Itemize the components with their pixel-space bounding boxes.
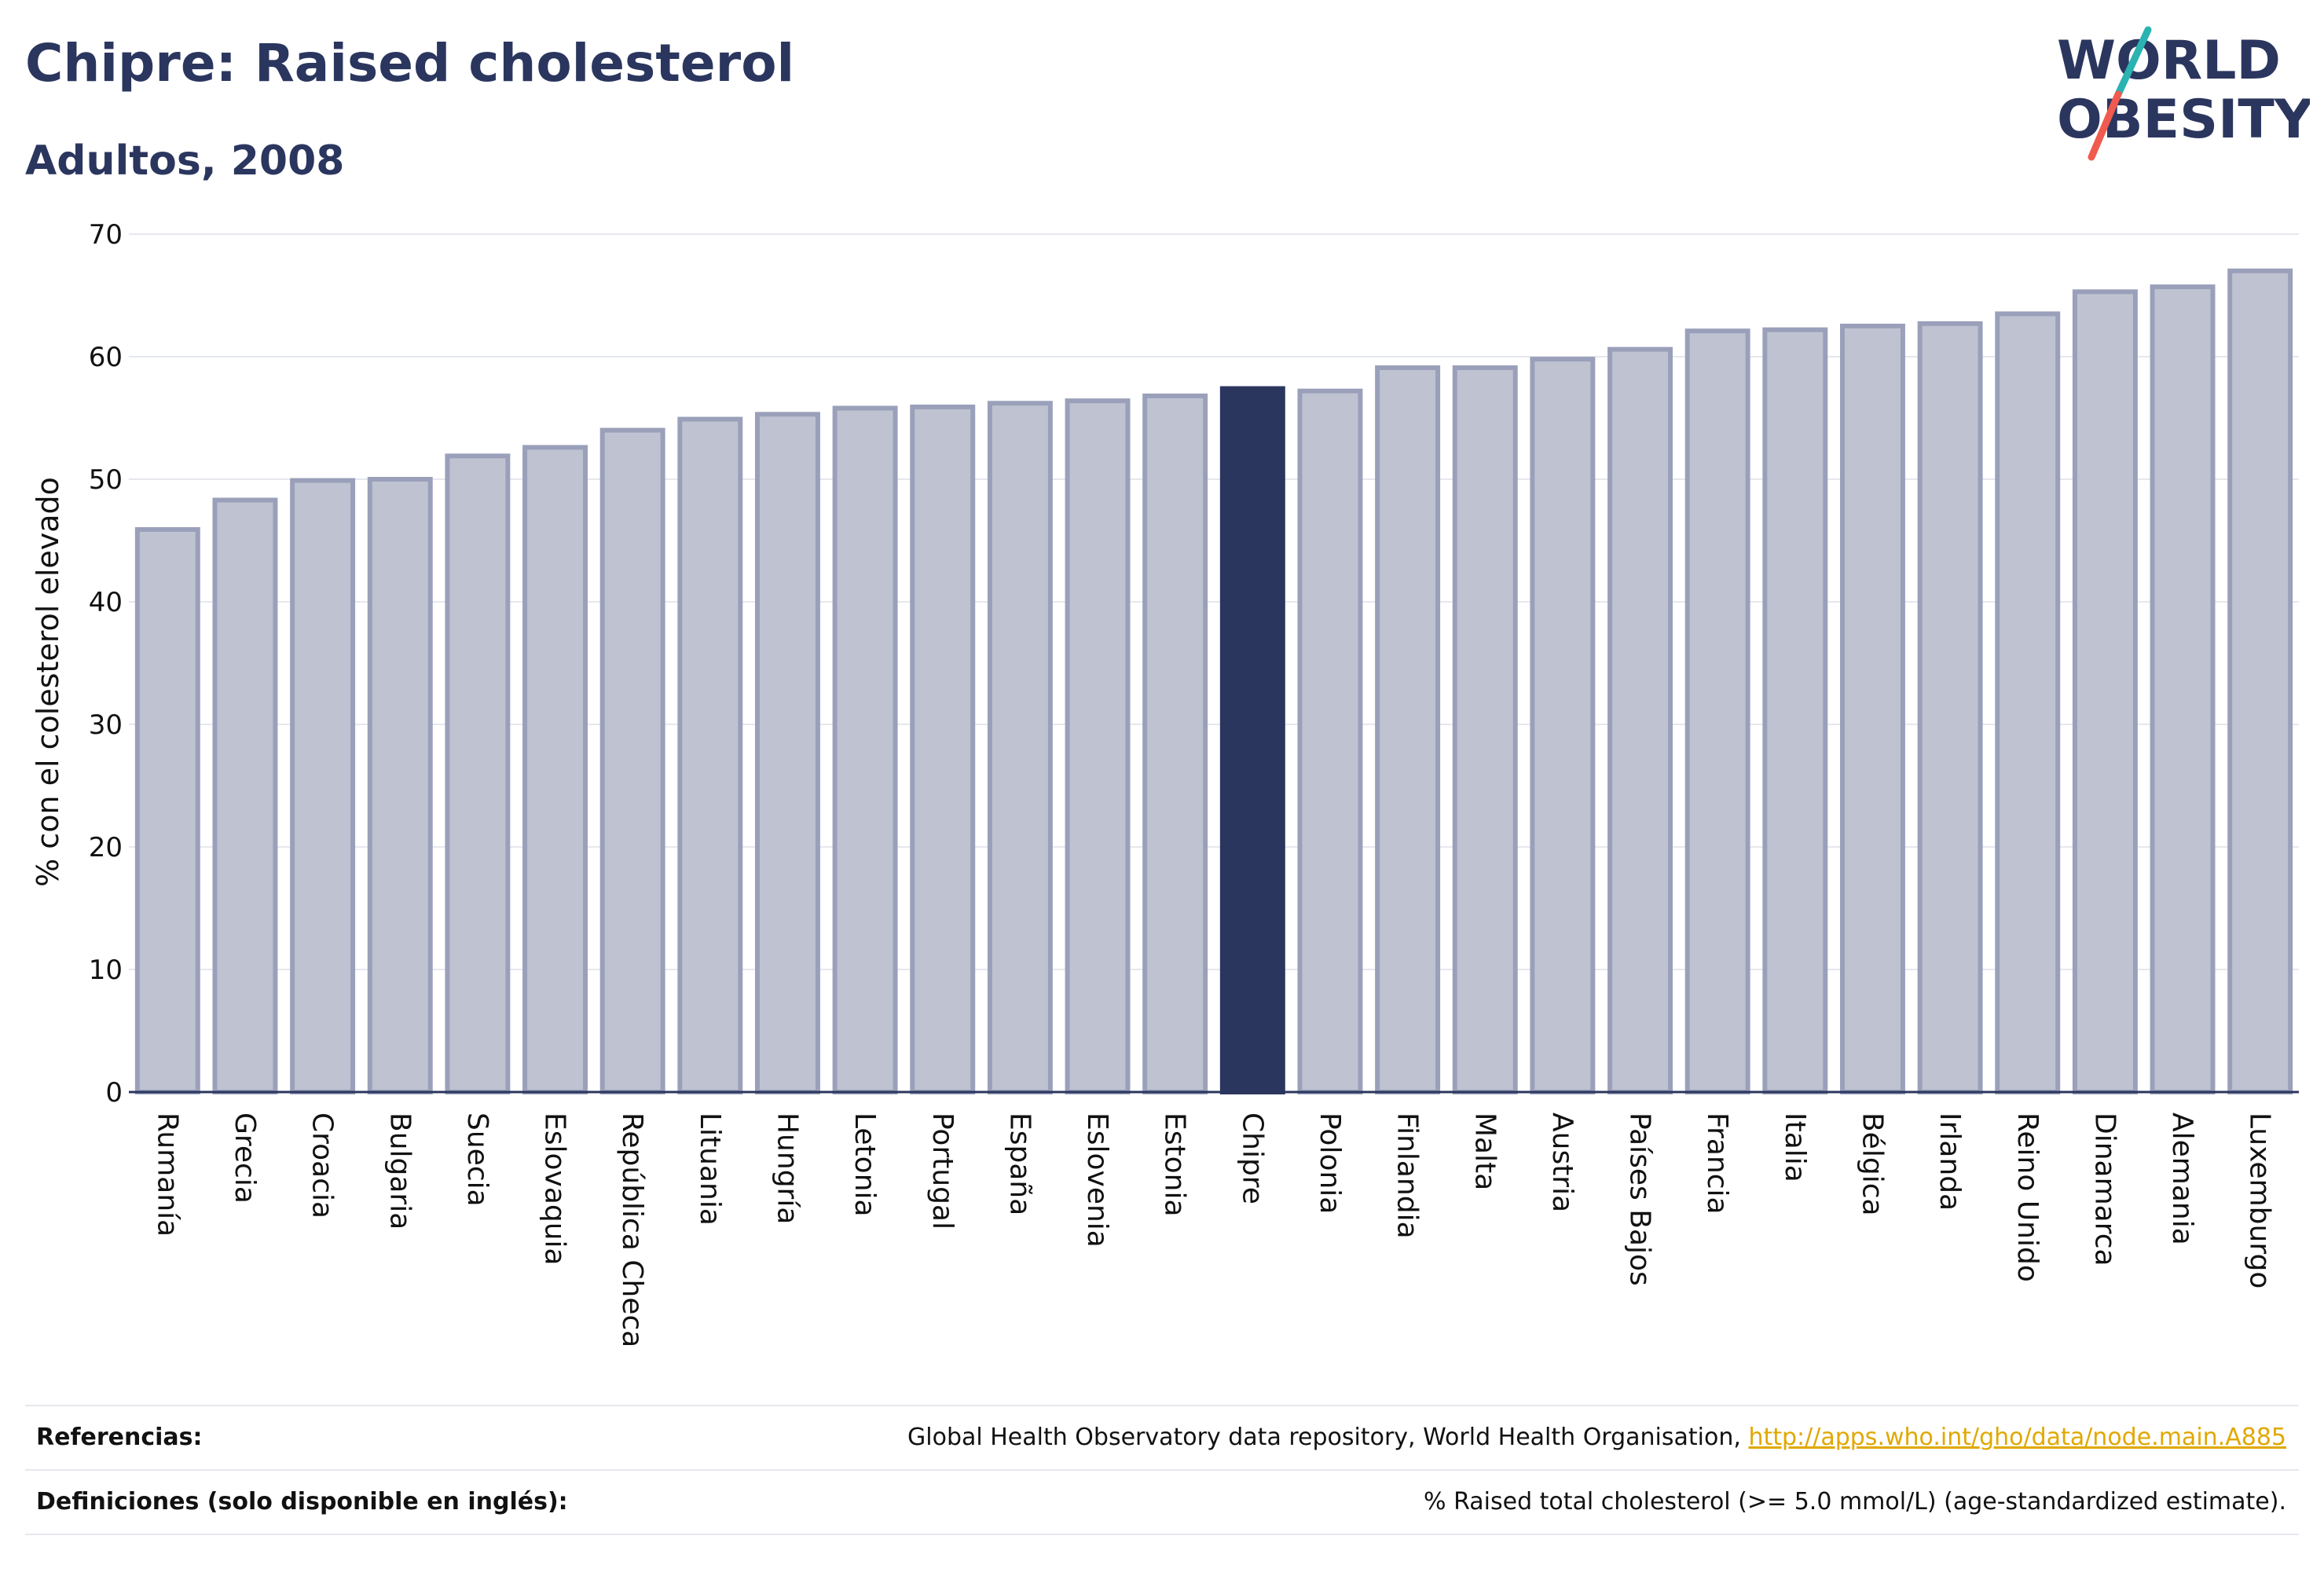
definitions-value: % Raised total cholesterol (>= 5.0 mmol/… (1424, 1488, 2286, 1516)
x-tick-label: Letonia (849, 1112, 881, 1217)
logo-text-world: WORLD (2057, 30, 2281, 92)
y-tick-label: 60 (89, 342, 123, 373)
bar (1607, 346, 1673, 1094)
x-tick-label: Finlandia (1391, 1112, 1424, 1239)
bar (1375, 365, 1441, 1095)
references-label: Referencias: (36, 1424, 203, 1451)
x-tick-label: Luxemburgo (2244, 1112, 2276, 1288)
y-tick-label: 10 (89, 955, 123, 986)
bar (445, 453, 511, 1094)
bar (1839, 324, 1905, 1094)
bar (1297, 388, 1363, 1094)
y-tick-label: 50 (89, 464, 123, 496)
references-text: Global Health Observatory data repositor… (907, 1424, 1749, 1451)
bar (1995, 311, 2061, 1094)
x-tick-label: Alemania (2166, 1112, 2198, 1245)
y-tick-label: 20 (89, 832, 123, 863)
bar (754, 412, 820, 1094)
bar-chart: 0 10 20 30 40 50 60 70 Rumanía Grecia Croacia Bulg… (31, 219, 2299, 1347)
x-tick-label: Eslovaquia (539, 1112, 571, 1266)
chart-subtitle: Adultos, 2008 (25, 137, 345, 185)
y-tick-label: 70 (89, 219, 123, 251)
x-tick-label: Países Bajos (1624, 1112, 1656, 1286)
bars (134, 268, 2293, 1095)
y-axis-label: % con el colesterol elevado (31, 477, 65, 887)
bar (1762, 327, 1828, 1094)
definitions-row: Definiciones (solo disponible en inglés)… (25, 1469, 2299, 1534)
x-tick-label: Rumanía (151, 1112, 183, 1237)
bar (134, 526, 200, 1094)
chart-title: Chipre: Raised cholesterol (25, 33, 795, 93)
bar (522, 445, 588, 1094)
bar (1917, 321, 1983, 1094)
x-tick-label: Portugal (926, 1112, 959, 1230)
x-tick-label: República Checa (616, 1112, 648, 1347)
x-tick-label: Malta (1468, 1112, 1501, 1190)
x-tick-label: Italia (1779, 1112, 1811, 1182)
bar (212, 497, 278, 1094)
x-tick-label: Irlanda (1934, 1112, 1966, 1211)
x-tick-label: Estonia (1159, 1112, 1191, 1217)
bar (832, 405, 898, 1094)
bar (1530, 357, 1596, 1094)
x-tick-label: Dinamarca (2088, 1112, 2121, 1266)
x-tick-label: Bélgica (1856, 1112, 1888, 1216)
footer-bottom-rule (25, 1534, 2299, 1535)
references-row: Referencias: Global Health Observatory d… (25, 1405, 2299, 1469)
x-tick-label: Chipre (1236, 1112, 1268, 1204)
bar (1142, 393, 1208, 1095)
world-obesity-logo: WORLD OBESITY (2057, 26, 2310, 161)
x-tick-label: Polonia (1314, 1112, 1346, 1214)
x-tick-label: Bulgaria (383, 1112, 416, 1230)
bar (2072, 289, 2138, 1094)
bar (1684, 328, 1750, 1094)
bar (367, 477, 433, 1094)
bar (1065, 398, 1131, 1095)
bar-highlighted (1219, 386, 1285, 1094)
bar (1452, 365, 1518, 1095)
y-axis-ticks: 0 10 20 30 40 50 60 70 (89, 219, 123, 1109)
x-tick-label: Croacia (306, 1112, 339, 1219)
bar (599, 427, 665, 1094)
bar (677, 416, 743, 1094)
x-tick-label: Austria (1546, 1112, 1578, 1212)
x-tick-label: Francia (1701, 1112, 1733, 1215)
logo-slash-coral (2088, 90, 2122, 161)
x-tick-label: Reino Unido (2011, 1112, 2044, 1282)
definitions-label: Definiciones (solo disponible en inglés)… (36, 1488, 568, 1516)
logo-slash-teal (2114, 26, 2152, 98)
x-tick-label: España (1003, 1112, 1036, 1215)
bar (910, 404, 976, 1094)
x-tick-label: Lituania (694, 1112, 726, 1226)
y-tick-label: 30 (89, 709, 123, 741)
y-tick-label: 0 (105, 1077, 123, 1109)
bar (2150, 284, 2216, 1095)
footer: Referencias: Global Health Observatory d… (25, 1405, 2299, 1538)
x-tick-label: Suecia (461, 1112, 493, 1207)
x-tick-label: Hungría (771, 1112, 803, 1224)
x-axis-tick-labels: Rumanía Grecia Croacia Bulgaria Suecia Eslova… (151, 1112, 2275, 1347)
x-tick-label: Grecia (229, 1112, 261, 1204)
x-tick-label: Eslovenia (1081, 1112, 1113, 1248)
bar (2227, 268, 2293, 1094)
references-link[interactable]: http://apps.who.int/gho/data/node.main.A… (1748, 1424, 2286, 1451)
references-value: Global Health Observatory data repositor… (907, 1424, 2286, 1451)
bar (987, 401, 1053, 1094)
bar (290, 478, 356, 1094)
y-tick-label: 40 (89, 587, 123, 618)
